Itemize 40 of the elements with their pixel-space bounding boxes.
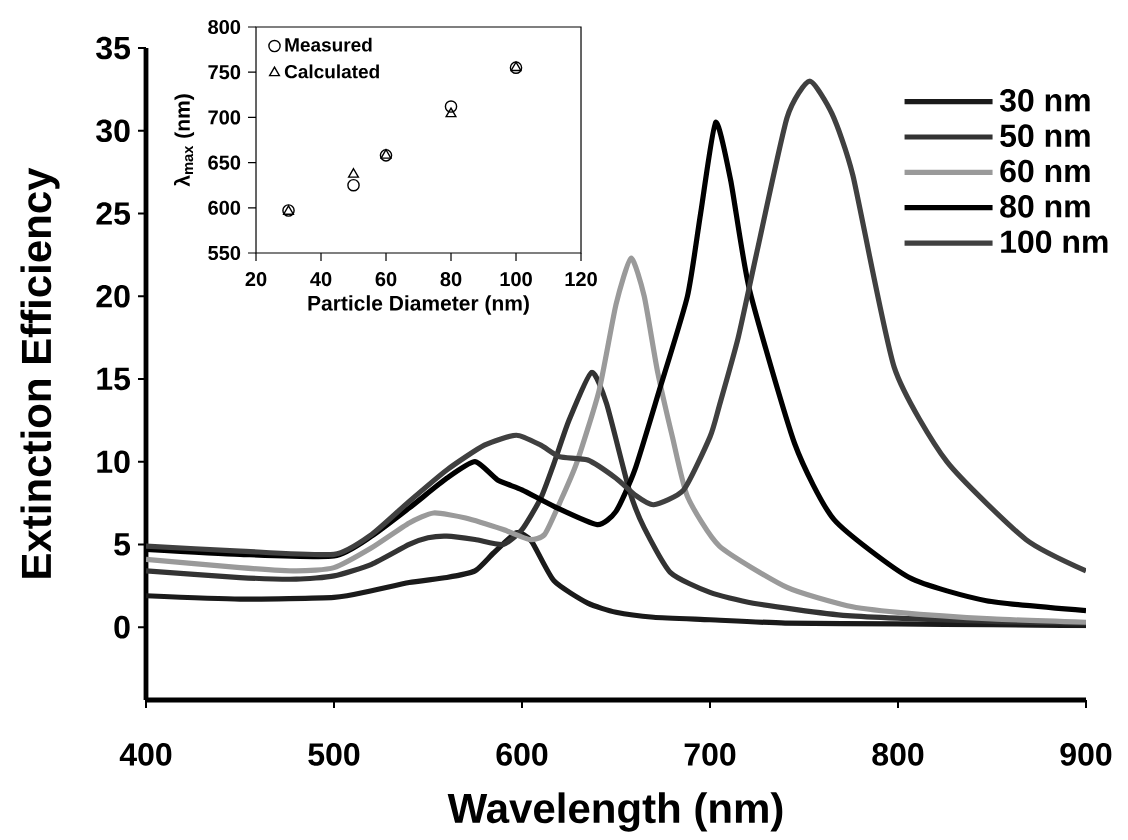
x-axis-title: Particle Diameter (nm) [308, 295, 529, 315]
y-tick-label: 5 [114, 533, 131, 556]
y-tick-label: 25 [96, 202, 131, 225]
legend-label: 50 nm [1000, 124, 1090, 147]
y-tick-label: 30 [96, 119, 130, 143]
legend-label: 60 nm [1000, 159, 1090, 183]
y-tick-label: 10 [97, 450, 130, 474]
y-tick-label: 15 [97, 367, 131, 391]
y-tick-label: 700 [208, 110, 241, 125]
y-axis-title: λ$_{max}$ (nm) [173, 94, 195, 187]
y-tick-label: 800 [208, 19, 241, 35]
x-tick-label: 700 [684, 743, 736, 766]
x-tick-label: 80 [440, 272, 462, 287]
legend-label: Calculated [284, 64, 379, 79]
legend-label: Measured [285, 37, 372, 52]
x-tick-label: 40 [310, 272, 332, 287]
y-tick-label: 650 [208, 155, 241, 170]
x-tick-label: 20 [245, 272, 267, 287]
x-tick-label: 600 [496, 743, 548, 766]
x-tick-label: 400 [119, 743, 172, 766]
y-tick-label: 35 [96, 36, 131, 60]
point [347, 178, 360, 192]
y-tick-label: 0 [114, 615, 130, 639]
x-tick-label: 60 [375, 272, 397, 287]
x-tick-label: 800 [872, 743, 924, 766]
x-axis-title: Wavelength (nm) [447, 792, 783, 832]
point [445, 107, 457, 118]
x-tick-label: 500 [308, 743, 360, 766]
y-tick-label: 750 [208, 65, 241, 80]
x-tick-label: 120 [565, 272, 597, 287]
point [444, 100, 458, 113]
y-axis-title: Extinction Efficiency [20, 167, 60, 578]
y-tick-label: 550 [208, 245, 241, 261]
legend-label: 30 nm [999, 89, 1090, 112]
x-tick-label: 100 [500, 272, 532, 287]
y-tick-label: 600 [208, 200, 241, 215]
x-tick-label: 900 [1060, 743, 1112, 766]
point [347, 168, 360, 178]
legend-label: 80 nm [1000, 195, 1090, 218]
legend-label: 100 nm [1001, 230, 1108, 254]
